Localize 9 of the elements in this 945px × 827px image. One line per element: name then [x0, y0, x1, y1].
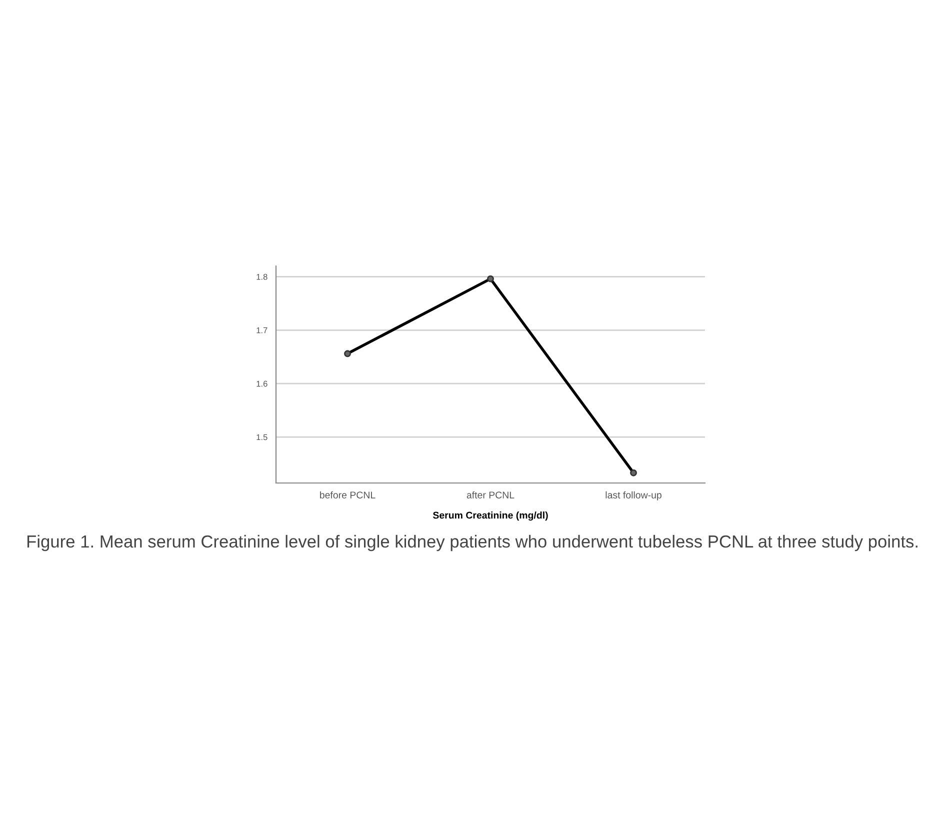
- x-tick-label: last follow-up: [606, 491, 662, 500]
- x-tick-label: before PCNL: [320, 491, 376, 498]
- y-tick-label: 1.6: [256, 380, 268, 387]
- x-tick-label: after PCNL: [466, 491, 514, 498]
- x-axis-title: Serum Creatinine (mg/dl): [432, 512, 548, 521]
- y-tick-label: 1.8: [256, 274, 268, 280]
- caption: Figure 1. Mean serum Creatinine level of single kidney patients who underwent tubeless PCNL at three study points.: [27, 534, 918, 552]
- y-tick-label: 1.5: [256, 434, 268, 440]
- y-tick-label: 1.7: [256, 327, 268, 334]
